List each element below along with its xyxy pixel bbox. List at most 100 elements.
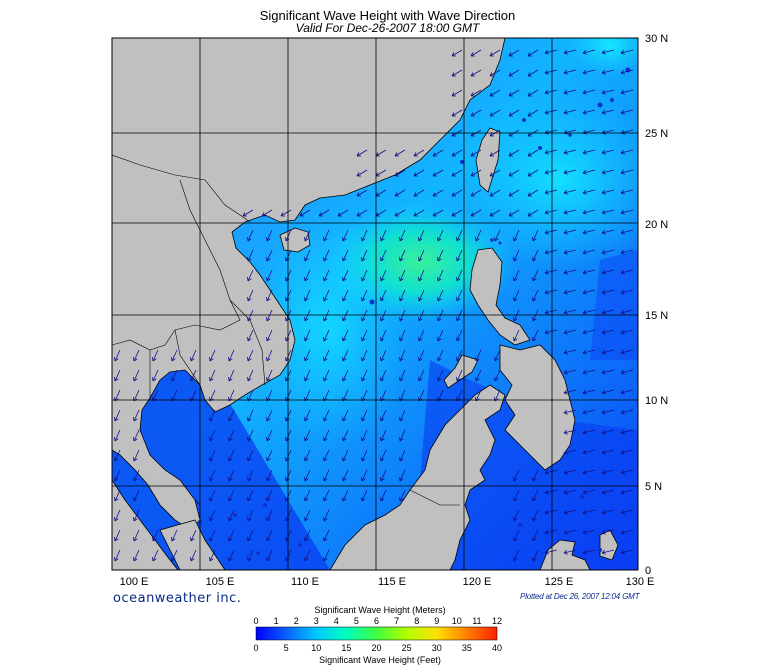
wave-arrow <box>437 269 444 282</box>
wave-arrow <box>171 549 178 562</box>
wave-arrow <box>620 389 634 395</box>
wave-arrow <box>563 409 577 415</box>
wave-arrow <box>323 489 330 502</box>
legend-meter-ticks: 0 1 2 3 4 5 6 7 8 9 10 11 12 <box>253 616 502 626</box>
wave-arrow <box>399 429 406 442</box>
wave-arrow <box>437 229 444 242</box>
wave-arrow <box>601 389 615 395</box>
wave-arrow <box>527 109 539 117</box>
wave-arrow <box>318 209 330 217</box>
wave-arrow <box>508 49 520 57</box>
wave-arrow <box>620 229 634 235</box>
legend-feet-ticks: 0 5 10 15 20 25 30 35 40 <box>253 643 502 653</box>
wave-arrow <box>513 489 520 502</box>
wave-arrow <box>544 309 558 315</box>
wave-arrow <box>418 289 425 302</box>
wave-arrow <box>399 469 406 482</box>
wave-arrow <box>242 209 254 217</box>
wave-arrow <box>413 149 425 157</box>
wave-arrow <box>451 169 463 177</box>
wave-arrow <box>563 49 577 55</box>
wave-arrow <box>209 429 216 442</box>
wave-arrow <box>399 289 406 302</box>
wave-arrow <box>209 469 216 482</box>
wave-arrow <box>582 269 596 275</box>
wave-arrow <box>532 509 539 522</box>
wave-arrow <box>304 429 311 442</box>
wave-arrow <box>508 169 520 177</box>
wave-arrow <box>508 189 520 197</box>
wave-arrow <box>582 429 596 435</box>
wave-arrow <box>489 209 501 217</box>
wave-arrow <box>451 49 463 57</box>
wave-arrow <box>582 229 596 235</box>
wave-arrow <box>133 549 140 562</box>
wave-arrow <box>247 229 254 242</box>
wave-arrow <box>544 529 558 535</box>
legend-meter-label: 3 <box>314 616 319 626</box>
wave-arrow <box>323 349 330 362</box>
wave-arrow <box>432 209 444 217</box>
wave-arrow <box>508 69 520 77</box>
wave-arrow <box>451 89 463 97</box>
legend-meter-label: 0 <box>253 616 258 626</box>
wave-arrow <box>342 289 349 302</box>
wave-arrow <box>418 349 425 362</box>
wave-arrow <box>513 329 520 342</box>
wave-arrow <box>513 289 520 302</box>
lat-label: 0 <box>645 565 651 577</box>
wave-arrow <box>247 249 254 262</box>
legend-feet-label: 5 <box>284 643 289 653</box>
wave-arrow <box>601 269 615 275</box>
wave-arrow <box>563 229 577 235</box>
wave-arrow <box>532 309 539 322</box>
wave-arrow <box>209 369 216 382</box>
wave-arrow <box>563 109 577 115</box>
wave-arrow <box>544 49 558 55</box>
wave-arrow <box>432 189 444 197</box>
legend-feet-label: 0 <box>253 643 258 653</box>
wave-arrow <box>228 369 235 382</box>
wave-arrow <box>582 189 596 195</box>
wave-arrow <box>527 49 539 57</box>
wave-arrow <box>532 529 539 542</box>
wave-arrow <box>380 329 387 342</box>
wave-arrow <box>114 449 121 462</box>
wave-arrow <box>527 149 539 157</box>
wave-arrow <box>361 269 368 282</box>
wave-arrow <box>582 209 596 215</box>
wave-arrow <box>470 209 482 217</box>
wave-arrow <box>544 229 558 235</box>
lon-label: 110 E <box>291 576 319 588</box>
legend-feet-label: 10 <box>311 643 321 653</box>
wave-arrow <box>209 509 216 522</box>
wave-arrow <box>190 529 197 542</box>
wave-arrow <box>582 69 596 75</box>
wave-arrow <box>323 529 330 542</box>
wave-arrow <box>356 149 368 157</box>
wave-arrow <box>304 249 311 262</box>
wave-arrow <box>114 469 121 482</box>
wave-arrow <box>266 549 273 562</box>
wave-arrow <box>342 349 349 362</box>
wave-arrow <box>563 329 577 335</box>
wave-arrow <box>601 169 615 175</box>
wave-arrow <box>247 349 254 362</box>
wave-arrow <box>513 509 520 522</box>
wave-arrow <box>620 49 634 55</box>
wave-arrow <box>489 49 501 57</box>
wave-arrow <box>620 469 634 475</box>
wave-arrow <box>114 549 121 562</box>
wave-arrow <box>582 249 596 255</box>
wave-arrow <box>563 389 577 395</box>
wave-arrow <box>247 329 254 342</box>
wave-arrow <box>601 289 615 295</box>
wave-arrow <box>266 369 273 382</box>
wave-arrow <box>582 109 596 115</box>
legend-meter-label: 10 <box>452 616 462 626</box>
wave-arrow <box>356 209 368 217</box>
wave-arrow <box>563 189 577 195</box>
legend-feet-label: 30 <box>432 643 442 653</box>
wave-arrow <box>361 369 368 382</box>
wave-arrow <box>114 529 121 542</box>
